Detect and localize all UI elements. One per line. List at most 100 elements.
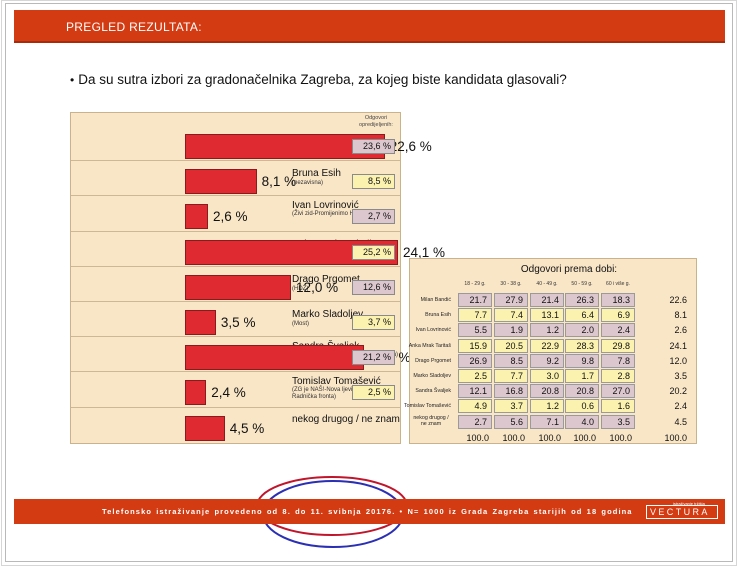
chart-row: Ivan Lovrinović (Živi zid-Promijenimo Hrv… bbox=[71, 196, 402, 230]
table-cell: 27.0 bbox=[601, 384, 635, 399]
decided-value-box: 2,5 % bbox=[352, 385, 395, 401]
candidate-party: (HDZ) bbox=[292, 285, 309, 292]
bar-value-label: 24,1 % bbox=[403, 244, 446, 260]
table-cell: 0.6 bbox=[565, 399, 599, 414]
question-text: Da su sutra izbori za gradonačelnika Zag… bbox=[78, 72, 567, 87]
table-row-name: nekog drugog / ne znam bbox=[413, 414, 449, 427]
table-row-name: Marko Sladoljev bbox=[413, 373, 451, 379]
table-cell: 6.9 bbox=[601, 308, 635, 323]
candidate-party: (ZG je NAŠ!-Nova ljevica -ORaH-Radnička … bbox=[292, 387, 382, 400]
decided-value-box: 2,7 % bbox=[352, 209, 395, 225]
table-cell: 2.5 bbox=[458, 369, 492, 383]
bar bbox=[185, 134, 385, 159]
table-cell: 26.9 bbox=[458, 353, 492, 368]
bar-value-label: 8,1 % bbox=[261, 174, 297, 190]
candidate-name: Bruna Esih bbox=[292, 168, 341, 180]
candidate-party: (nezavisna) bbox=[292, 180, 324, 187]
table-cell: 1.2 bbox=[530, 399, 564, 414]
bar bbox=[185, 415, 225, 441]
decided-value-box: 23,6 % bbox=[352, 139, 395, 154]
table-cell: 7.1 bbox=[530, 414, 564, 429]
table-cell: 20.5 bbox=[494, 338, 528, 353]
column-total: 100.0 bbox=[466, 432, 489, 443]
table-cell: 7.7 bbox=[494, 369, 528, 383]
chart-row: Marko Sladoljev (Most) 3,5 % 3,7 % bbox=[71, 302, 402, 335]
table-cell: 1.6 bbox=[601, 399, 635, 414]
decided-value-box: 25,2 % bbox=[352, 244, 395, 260]
table-row-total: 12.0 bbox=[669, 355, 687, 366]
row-divider bbox=[71, 230, 400, 232]
bar-value-label: 4,5 % bbox=[229, 420, 265, 436]
table-cell: 26.3 bbox=[565, 293, 599, 307]
table-cell: 3.0 bbox=[530, 369, 564, 383]
bar-value-label: 2,4 % bbox=[211, 385, 246, 401]
table-cell: 5.6 bbox=[494, 414, 528, 429]
table-cell: 5.5 bbox=[458, 323, 492, 338]
chart-row: Tomislav Tomašević (ZG je NAŠ!-Nova ljevi… bbox=[71, 372, 402, 406]
footer-text: Telefonsko istraživanje provedeno od 8. … bbox=[102, 507, 633, 516]
row-divider bbox=[71, 336, 400, 338]
table-row-total: 24.1 bbox=[669, 340, 687, 351]
column-total: 100.0 bbox=[573, 432, 596, 443]
table-cell: 3.7 bbox=[494, 399, 528, 414]
table-row-name: Bruna Esih bbox=[425, 312, 451, 319]
row-divider bbox=[71, 301, 400, 302]
table-row-total: 3.5 bbox=[674, 371, 687, 381]
bar bbox=[185, 204, 208, 230]
chart-row: Sandra Švaljek(nezavisna uz potporu HSLS… bbox=[71, 337, 411, 371]
decided-value-box: 8,5 % bbox=[352, 174, 395, 190]
age-column-header: 50 - 59 g. bbox=[571, 281, 593, 287]
column-total: 100.0 bbox=[609, 432, 632, 443]
table-cell: 21.4 bbox=[530, 293, 564, 307]
bar-value-label: 22,6 % bbox=[389, 139, 432, 154]
table-cell: 7.8 bbox=[601, 353, 635, 368]
table-row-total: 8.1 bbox=[674, 310, 687, 321]
vectura-logo: istraživanje tržišta VECTURA bbox=[646, 501, 718, 519]
bar-value-label: 12,0 % bbox=[296, 279, 339, 295]
bullet-icon: • bbox=[70, 73, 75, 87]
candidate-bar-chart: Odgovori opredijeljenih: Milan Bandić22,… bbox=[70, 112, 445, 444]
row-divider bbox=[71, 371, 400, 373]
table-cell: 20.8 bbox=[565, 384, 599, 399]
decided-column-header: Odgovori opredijeljenih: bbox=[359, 115, 393, 128]
table-cell: 13.1 bbox=[530, 308, 564, 323]
table-cell: 2.8 bbox=[601, 369, 635, 383]
age-column-header: 60 i više g. bbox=[606, 281, 630, 287]
table-row-name: Ivan Lovrinović bbox=[415, 327, 451, 334]
table-cell: 1.9 bbox=[494, 323, 528, 338]
table-cell: 1.7 bbox=[565, 369, 599, 383]
table-row-total: 2.4 bbox=[674, 401, 687, 412]
chart-row: Drago Prgomet (HDZ) 12,0 % 12,6 % bbox=[71, 267, 402, 300]
bar-value-label: 3,5 % bbox=[220, 315, 256, 330]
table-row-name: Anka Mrak Taritaš bbox=[408, 342, 451, 349]
table-cell: 4.0 bbox=[565, 414, 599, 429]
table-cell: 28.3 bbox=[565, 338, 599, 353]
table-cell: 2.0 bbox=[565, 323, 599, 338]
header-title: PREGLED REZULTATA: bbox=[66, 20, 202, 34]
table-cell: 3.5 bbox=[601, 414, 635, 429]
table-cell: 2.4 bbox=[601, 323, 635, 338]
candidate-name: Drago Prgomet bbox=[292, 273, 360, 285]
table-cell: 20.8 bbox=[530, 384, 564, 399]
question: • Da su sutra izbori za gradonačelnika Za… bbox=[70, 72, 567, 87]
table-row-name: Tomislav Tomašević bbox=[404, 403, 451, 410]
footer-bar: Telefonsko istraživanje provedeno od 8. … bbox=[14, 499, 725, 524]
candidate-name: nekog drugog / ne znam bbox=[292, 413, 400, 425]
candidate-name: Ivan Lovrinović bbox=[292, 200, 359, 212]
row-divider bbox=[71, 195, 400, 197]
table-row-total: 20.2 bbox=[669, 386, 687, 397]
bar bbox=[185, 274, 292, 300]
decided-value-box: 12,6 % bbox=[352, 279, 395, 295]
bar bbox=[185, 380, 207, 406]
table-cell: 9.2 bbox=[530, 353, 564, 368]
decided-value-box: 21,2 % bbox=[352, 350, 395, 366]
candidate-name: Tomislav Tomašević bbox=[292, 376, 381, 388]
bar bbox=[185, 310, 216, 335]
age-column-header: 40 - 49 g. bbox=[536, 281, 558, 287]
logo-text: VECTURA bbox=[650, 507, 710, 517]
header-bar: PREGLED REZULTATA: bbox=[14, 10, 725, 43]
table-cell: 15.9 bbox=[458, 338, 492, 353]
table-cell: 21.7 bbox=[458, 293, 492, 307]
